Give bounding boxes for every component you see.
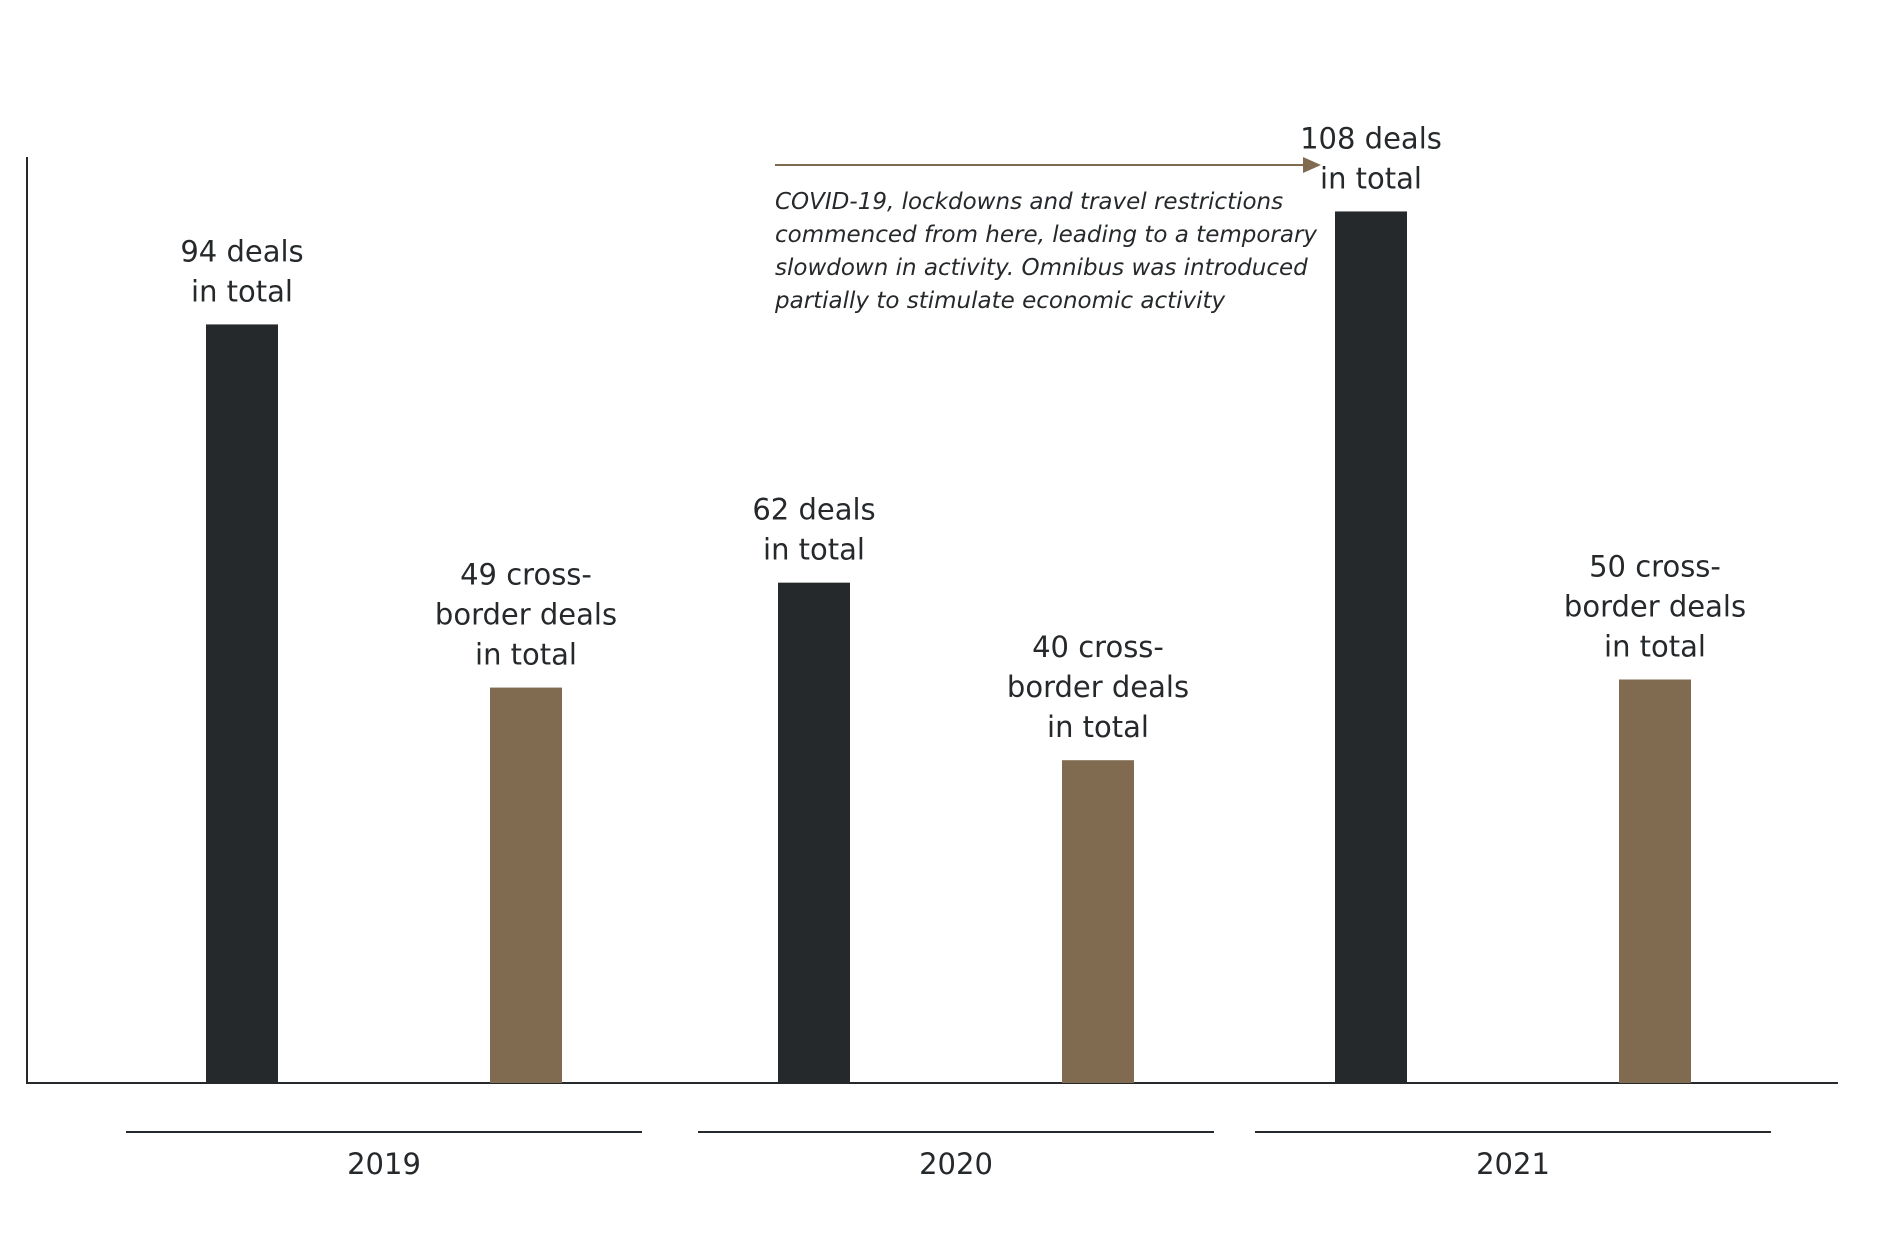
year-label-2019: 2019: [347, 1147, 421, 1181]
bar-2019-series-1: [206, 324, 278, 1083]
bar-2020-series-1: [778, 582, 850, 1083]
bar-labels-group: 94 deals in total 49 cross-border deals in …: [180, 121, 1746, 744]
data-label-2019-series-1-line-2: in total: [191, 274, 293, 308]
data-label-2019-series-1-line-1: 94 deals: [180, 234, 303, 268]
year-label-2021: 2021: [1476, 1147, 1550, 1181]
year-groups: 2019 2020 2021: [126, 1131, 1771, 1181]
data-label-2019-series-2-line-1: 49 cross-: [460, 558, 592, 592]
annotation-line-4: partially to stimulate economic activity: [774, 288, 1226, 314]
bars-group: [206, 211, 1691, 1083]
data-label-2021-series-2-line-3: in total: [1604, 630, 1706, 664]
bar-2021-series-1: [1335, 211, 1407, 1083]
covid-annotation: COVID-19, lockdowns and travel restricti…: [774, 157, 1321, 314]
annotation-line-2: commenced from here, leading to a tempor…: [775, 222, 1317, 248]
data-label-2021-series-2-line-1: 50 cross-: [1589, 550, 1721, 584]
data-label-2021-series-1-line-2: in total: [1320, 161, 1422, 195]
data-label-2020-series-1-line-1: 62 deals: [752, 493, 875, 527]
data-label-2020-series-2-line-2: border deals: [1007, 670, 1189, 704]
data-label-2021-series-1-line-1: 108 deals: [1300, 121, 1442, 155]
data-label-2021-series-2-line-2: border deals: [1564, 590, 1746, 624]
data-label-2020-series-2-line-3: in total: [1047, 710, 1149, 744]
data-label-2020-series-1-line-2: in total: [763, 533, 865, 567]
bar-2019-series-2: [490, 687, 562, 1083]
annotation-line-1: COVID-19, lockdowns and travel restricti…: [775, 189, 1283, 215]
bar-2020-series-2: [1062, 760, 1134, 1083]
data-label-2020-series-2-line-1: 40 cross-: [1032, 630, 1164, 664]
annotation-line-3: slowdown in activity. Omnibus was introd…: [775, 255, 1308, 281]
bar-2021-series-2: [1619, 679, 1691, 1083]
data-label-2019-series-2-line-2: border deals: [435, 598, 617, 632]
chart-axes: [26, 157, 1838, 1084]
data-label-2019-series-2-line-3: in total: [475, 638, 577, 672]
annotation-arrowhead: [1303, 157, 1321, 173]
year-label-2020: 2020: [919, 1147, 993, 1181]
